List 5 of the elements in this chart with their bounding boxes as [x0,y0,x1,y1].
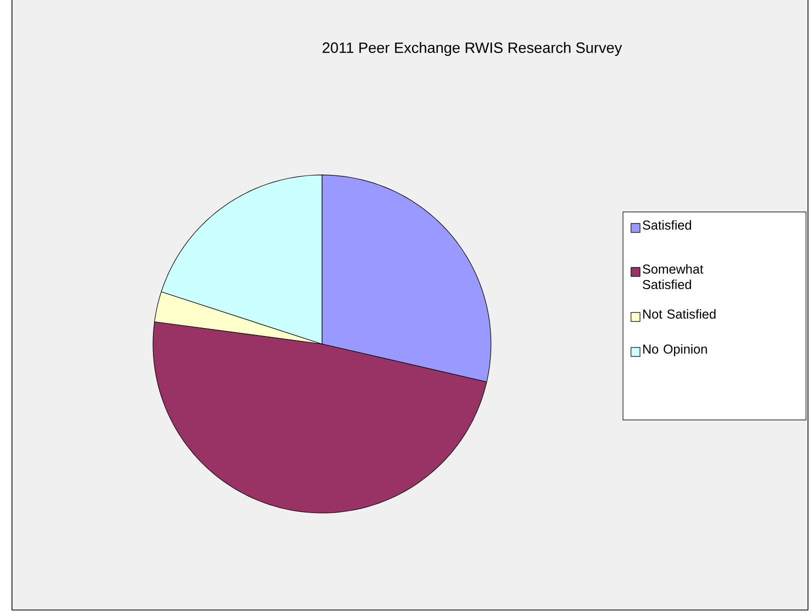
legend-label: No Opinion [643,344,707,356]
legend-label: Somewhat Satisfied [642,264,704,290]
chart-title: 2011 Peer Exchange RWIS Research Survey [322,42,622,56]
legend-label: Satisfied [642,220,692,230]
legend-label: Not Satisfied [643,309,716,319]
